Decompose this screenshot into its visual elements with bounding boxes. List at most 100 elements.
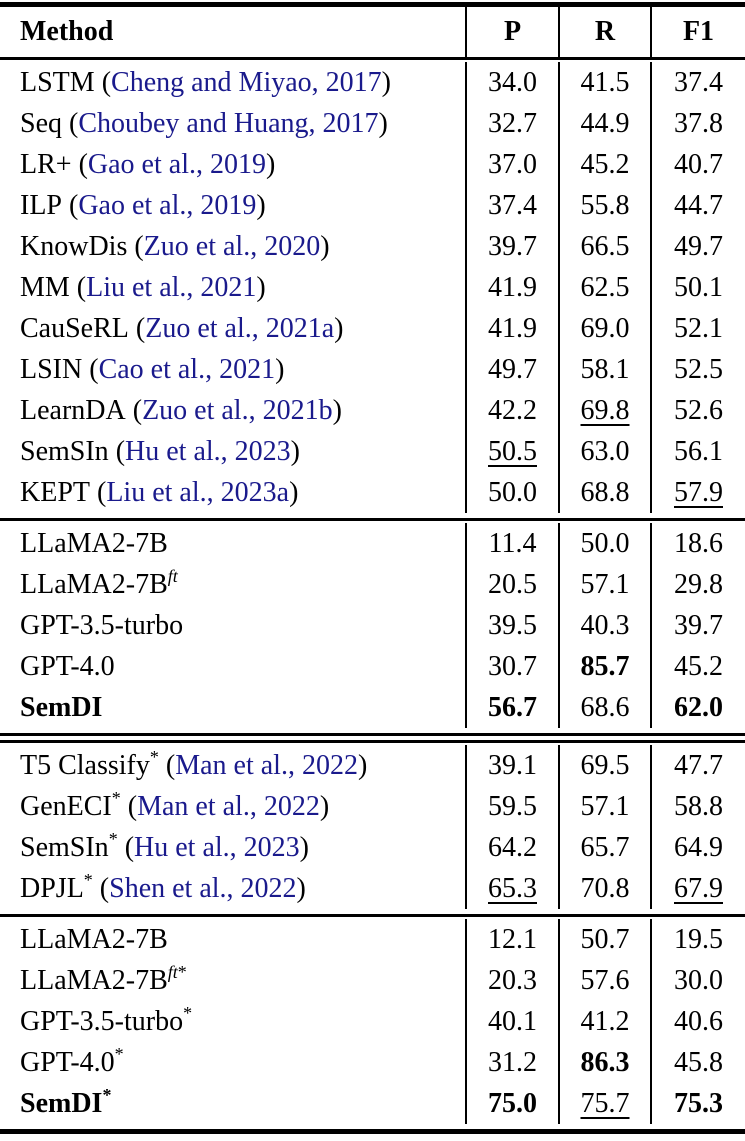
recall-value: 63.0 [580, 436, 630, 467]
f1-cell: 45.8 [650, 1042, 745, 1083]
method-name: DPJL [20, 873, 84, 904]
citation[interactable]: (Shen et al., 2022) [100, 873, 306, 904]
finetune-superscript: ft [167, 962, 178, 982]
f1-value: 19.5 [674, 924, 723, 955]
citation-link[interactable]: Cheng and Miyao, 2017 [111, 67, 382, 98]
method-name: SemSIn [20, 436, 109, 467]
f1-cell: 39.7 [650, 605, 745, 646]
method-cell: SemDI* [0, 1083, 465, 1124]
precision-cell: 41.9 [465, 267, 558, 308]
recall-cell: 66.5 [558, 226, 650, 267]
method-cell: Seq (Choubey and Huang, 2017) [0, 103, 465, 144]
top-rule [0, 2, 745, 7]
precision-value: 32.7 [488, 108, 537, 139]
method-cell: ILP (Gao et al., 2019) [0, 185, 465, 226]
f1-value: 57.9 [674, 477, 723, 508]
precision-value: 75.0 [488, 1088, 537, 1119]
citation-close-paren: ) [289, 477, 299, 508]
citation-link[interactable]: Liu et al., 2023a [106, 477, 290, 508]
bottom-rule [0, 1129, 745, 1134]
recall-cell: 75.7 [558, 1083, 650, 1124]
method-name: GPT-3.5-turbo [20, 1006, 184, 1037]
f1-value: 49.7 [674, 231, 723, 262]
citation-link[interactable]: Zuo et al., 2020 [143, 231, 321, 262]
citation-close-paren: ) [256, 190, 266, 221]
citation[interactable]: (Liu et al., 2023a) [97, 477, 298, 508]
f1-value: 75.3 [674, 1088, 723, 1119]
precision-value: 64.2 [488, 832, 537, 863]
citation[interactable]: (Hu et al., 2023) [125, 832, 309, 863]
citation-open-paren: ( [132, 395, 143, 426]
precision-value: 41.9 [488, 313, 537, 344]
precision-cell: 64.2 [465, 827, 558, 868]
citation[interactable]: (Choubey and Huang, 2017) [69, 108, 388, 139]
recall-value: 41.2 [580, 1006, 630, 1037]
table-header-row: Method P R F1 [0, 7, 745, 57]
citation-link[interactable]: Shen et al., 2022 [109, 873, 297, 904]
f1-cell: 75.3 [650, 1083, 745, 1124]
f1-cell: 56.1 [650, 431, 745, 472]
table-section: LLaMA2-7B 12.1 50.7 19.5 LLaMA2-7Bft* 20… [0, 917, 745, 1129]
recall-value: 69.5 [580, 750, 630, 781]
method-cell: LLaMA2-7B [0, 523, 465, 564]
citation-link[interactable]: Zuo et al., 2021a [145, 313, 335, 344]
citation[interactable]: (Cao et al., 2021) [89, 354, 284, 385]
table-section: T5 Classify* (Man et al., 2022) 39.1 69.5… [0, 743, 745, 914]
citation-open-paren: ( [101, 67, 112, 98]
citation-link[interactable]: Gao et al., 2019 [87, 149, 266, 180]
finetune-superscript: ft [167, 566, 178, 586]
method-cell: KEPT (Liu et al., 2023a) [0, 472, 465, 513]
citation-link[interactable]: Choubey and Huang, 2017 [78, 108, 379, 139]
f1-cell: 67.9 [650, 868, 745, 909]
citation[interactable]: (Cheng and Miyao, 2017) [102, 67, 391, 98]
table-row: LLaMA2-7Bft* 20.3 57.6 30.0 [0, 960, 745, 1001]
citation-link[interactable]: Zuo et al., 2021b [142, 395, 333, 426]
header-rule [0, 57, 745, 60]
table-row: SemSIn (Hu et al., 2023) 50.5 63.0 56.1 [0, 431, 745, 472]
precision-value: 56.7 [488, 692, 537, 723]
method-name: Seq [20, 108, 62, 139]
citation[interactable]: (Liu et al., 2021) [77, 272, 266, 303]
precision-value: 41.9 [488, 272, 537, 303]
citation[interactable]: (Man et al., 2022) [128, 791, 329, 822]
method-cell: T5 Classify* (Man et al., 2022) [0, 745, 465, 786]
f1-value: 45.8 [674, 1047, 723, 1078]
precision-cell: 39.1 [465, 745, 558, 786]
star-superscript: * [114, 1044, 124, 1064]
citation-close-paren: ) [332, 395, 342, 426]
method-cell: LR+ (Gao et al., 2019) [0, 144, 465, 185]
citation-close-paren: ) [299, 832, 309, 863]
table-row: CauSeRL (Zuo et al., 2021a) 41.9 69.0 52.… [0, 308, 745, 349]
citation-open-paren: ( [97, 477, 107, 508]
f1-value: 52.1 [674, 313, 723, 344]
citation-link[interactable]: Man et al., 2022 [175, 750, 358, 781]
citation[interactable]: (Man et al., 2022) [166, 750, 367, 781]
precision-value: 50.5 [488, 436, 537, 467]
citation[interactable]: (Zuo et al., 2021a) [136, 313, 344, 344]
precision-value: 11.4 [488, 528, 537, 559]
citation[interactable]: (Gao et al., 2019) [69, 190, 266, 221]
f1-value: 62.0 [674, 692, 723, 723]
citation[interactable]: (Zuo et al., 2020) [134, 231, 329, 262]
citation-link[interactable]: Gao et al., 2019 [78, 190, 257, 221]
citation-link[interactable]: Cao et al., 2021 [98, 354, 276, 385]
recall-value: 70.8 [580, 873, 630, 904]
f1-cell: 52.1 [650, 308, 745, 349]
recall-value: 55.8 [580, 190, 630, 221]
citation-link[interactable]: Liu et al., 2021 [86, 272, 257, 303]
citation[interactable]: (Gao et al., 2019) [79, 149, 276, 180]
citation-link[interactable]: Man et al., 2022 [137, 791, 320, 822]
citation-link[interactable]: Hu et al., 2023 [134, 832, 300, 863]
f1-value: 37.8 [674, 108, 723, 139]
method-name: SemDI [20, 692, 103, 723]
citation-close-paren: ) [357, 750, 368, 781]
section-divider [0, 518, 745, 521]
method-name: GPT-4.0 [20, 1047, 115, 1078]
method-cell: LSTM (Cheng and Miyao, 2017) [0, 62, 465, 103]
method-superscript: ft* [168, 962, 187, 982]
citation[interactable]: (Hu et al., 2023) [116, 436, 300, 467]
citation[interactable]: (Zuo et al., 2021b) [133, 395, 342, 426]
citation-link[interactable]: Hu et al., 2023 [125, 436, 291, 467]
f1-cell: 64.9 [650, 827, 745, 868]
